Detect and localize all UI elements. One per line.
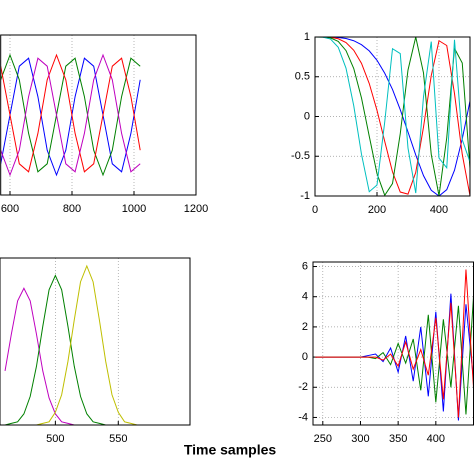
data-line xyxy=(315,37,470,196)
y-tick-label: 4 xyxy=(302,291,308,303)
x-tick-label: 300 xyxy=(351,433,369,445)
data-line xyxy=(0,53,141,177)
data-line xyxy=(4,287,182,425)
axes-box xyxy=(314,36,471,197)
x-tick-label: 200 xyxy=(368,204,386,216)
y-tick-label: 0 xyxy=(304,110,310,122)
x-tick-label: 800 xyxy=(63,203,81,215)
x-tick-label: 600 xyxy=(1,203,19,215)
x-tick-label: 400 xyxy=(427,433,445,445)
axes-box xyxy=(0,257,191,426)
x-tick-label: 550 xyxy=(109,433,127,445)
data-line xyxy=(0,53,141,177)
x-tick-label: 250 xyxy=(314,433,332,445)
x-tick-label: 1000 xyxy=(122,203,146,215)
plot-area xyxy=(315,269,474,421)
x-tick-label: 400 xyxy=(430,204,448,216)
data-line xyxy=(5,264,182,425)
plot-area xyxy=(315,37,470,196)
data-line xyxy=(0,57,141,177)
data-line xyxy=(315,37,470,196)
y-tick-label: -4 xyxy=(298,411,308,423)
y-tick-label: 1 xyxy=(304,31,310,43)
plot-area xyxy=(0,53,141,177)
x-tick-label: 350 xyxy=(389,433,407,445)
y-tick-label: 0 xyxy=(302,351,308,363)
x-tick-label: 500 xyxy=(46,433,64,445)
y-tick-label: -1 xyxy=(300,190,310,202)
plot-area xyxy=(4,264,182,425)
data-line xyxy=(315,37,470,194)
data-line xyxy=(315,37,470,196)
y-tick-label: -2 xyxy=(298,381,308,393)
x-axis-title: Time samples xyxy=(184,442,277,458)
axes-box xyxy=(0,34,197,196)
x-tick-label: 1200 xyxy=(184,203,208,215)
y-tick-label: 2 xyxy=(302,321,308,333)
y-tick-label: -0.5 xyxy=(291,150,310,162)
y-tick-label: 6 xyxy=(302,260,308,272)
data-line xyxy=(4,274,182,425)
data-line xyxy=(315,269,474,418)
y-tick-label: 0.5 xyxy=(295,71,310,83)
x-tick-label: 0 xyxy=(312,204,318,216)
data-line xyxy=(0,53,141,173)
